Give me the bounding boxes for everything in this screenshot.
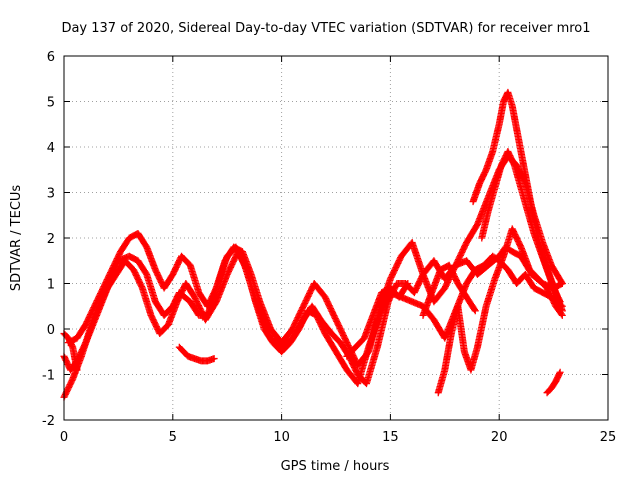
x-tick-label: 10: [273, 430, 290, 445]
x-tick-label: 20: [491, 430, 508, 445]
series-track-6: [434, 225, 566, 397]
series-track-8: [543, 368, 564, 397]
x-tick-label: 15: [382, 430, 399, 445]
series-track-5: [478, 148, 564, 306]
series-track-2: [60, 248, 566, 401]
y-tick-label: 5: [47, 96, 55, 111]
data-point: [403, 281, 411, 289]
data-point: [558, 311, 566, 319]
data-point: [557, 310, 565, 318]
y-axis-label: SDTVAR / TECUs: [9, 185, 24, 292]
series-track-9: [60, 330, 81, 374]
grid: [64, 56, 608, 420]
data-series: [60, 88, 566, 401]
data-point: [555, 296, 563, 304]
series-track-11: [419, 261, 479, 319]
series-track-7: [175, 343, 218, 365]
x-axis-label: GPS time / hours: [281, 459, 390, 474]
x-tick-label: 0: [60, 430, 68, 445]
y-tick-label: -1: [42, 369, 55, 384]
x-tick-label: 25: [600, 430, 617, 445]
data-point: [558, 280, 566, 287]
data-point: [470, 306, 478, 314]
data-point: [73, 366, 81, 374]
chart-title: Day 137 of 2020, Sidereal Day-to-day VTE…: [61, 21, 590, 36]
y-tick-label: 2: [47, 232, 55, 247]
data-point: [210, 355, 218, 363]
data-point: [556, 368, 564, 376]
data-point: [471, 307, 479, 315]
data-point: [404, 280, 412, 287]
y-tick-label: 4: [47, 141, 55, 156]
data-point: [556, 298, 564, 306]
y-tick-label: 0: [47, 323, 55, 338]
y-tick-label: 3: [47, 187, 55, 202]
x-tick-label: 5: [169, 430, 177, 445]
data-point: [558, 278, 566, 286]
y-tick-label: 1: [47, 278, 55, 293]
axes: 0 5 10 15 20 25 -2 -1 0 1 2 3 4 5 6: [42, 50, 616, 445]
y-tick-label: 6: [47, 50, 55, 65]
series-track-10: [343, 280, 412, 360]
y-tick-label: -2: [42, 414, 55, 429]
